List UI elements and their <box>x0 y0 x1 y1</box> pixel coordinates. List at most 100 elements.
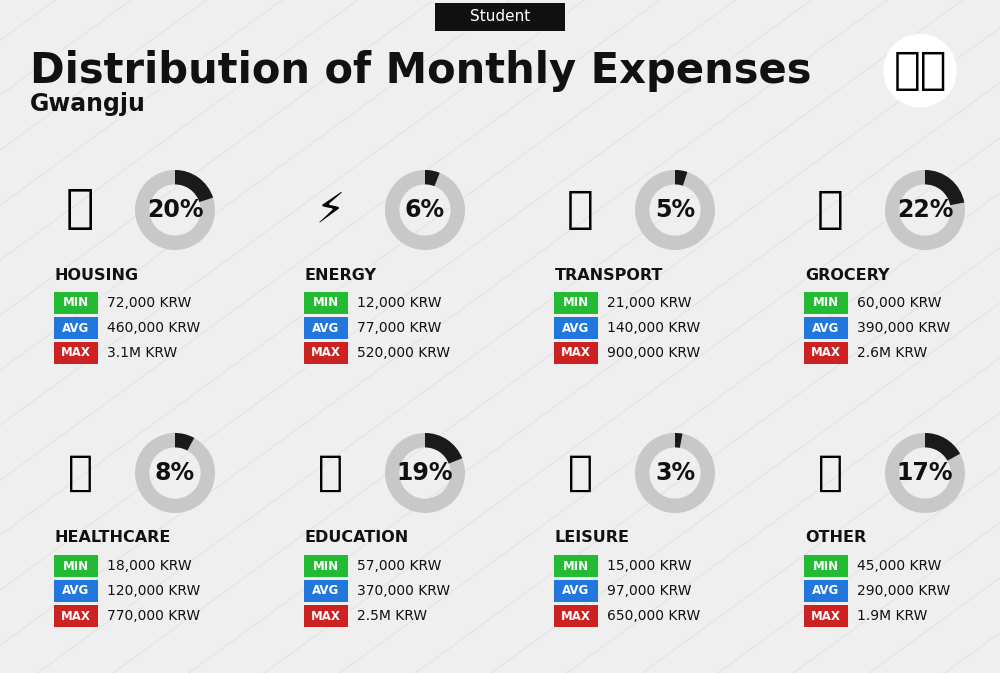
Text: MIN: MIN <box>563 297 589 310</box>
Text: EDUCATION: EDUCATION <box>305 530 409 546</box>
Text: 650,000 KRW: 650,000 KRW <box>607 609 700 623</box>
Wedge shape <box>675 433 682 448</box>
FancyBboxPatch shape <box>54 292 98 314</box>
Text: 19%: 19% <box>397 461 453 485</box>
Text: MIN: MIN <box>63 297 89 310</box>
Text: MIN: MIN <box>313 559 339 573</box>
Text: AVG: AVG <box>562 584 590 598</box>
Text: 770,000 KRW: 770,000 KRW <box>107 609 200 623</box>
FancyBboxPatch shape <box>304 605 348 627</box>
Text: 12,000 KRW: 12,000 KRW <box>357 296 442 310</box>
Text: MAX: MAX <box>811 347 841 359</box>
Text: AVG: AVG <box>62 584 90 598</box>
FancyBboxPatch shape <box>804 605 848 627</box>
Text: MAX: MAX <box>561 610 591 623</box>
Text: AVG: AVG <box>62 322 90 334</box>
Text: LEISURE: LEISURE <box>555 530 630 546</box>
Text: 8%: 8% <box>155 461 195 485</box>
Wedge shape <box>925 433 960 460</box>
Text: 2.5M KRW: 2.5M KRW <box>357 609 427 623</box>
FancyBboxPatch shape <box>54 605 98 627</box>
Text: MAX: MAX <box>61 347 91 359</box>
Text: 72,000 KRW: 72,000 KRW <box>107 296 191 310</box>
FancyBboxPatch shape <box>304 555 348 577</box>
Text: 390,000 KRW: 390,000 KRW <box>857 321 950 335</box>
Wedge shape <box>385 170 465 250</box>
Text: 18,000 KRW: 18,000 KRW <box>107 559 192 573</box>
FancyBboxPatch shape <box>554 555 598 577</box>
FancyBboxPatch shape <box>804 555 848 577</box>
Wedge shape <box>175 433 194 450</box>
Text: 3%: 3% <box>655 461 695 485</box>
Text: 57,000 KRW: 57,000 KRW <box>357 559 441 573</box>
Text: 🚌: 🚌 <box>567 188 593 232</box>
Text: 20%: 20% <box>147 198 203 222</box>
Text: 120,000 KRW: 120,000 KRW <box>107 584 200 598</box>
Text: MAX: MAX <box>311 610 341 623</box>
Text: MIN: MIN <box>813 559 839 573</box>
Wedge shape <box>135 170 215 250</box>
FancyBboxPatch shape <box>54 555 98 577</box>
Wedge shape <box>385 433 465 513</box>
Text: AVG: AVG <box>312 322 340 334</box>
Text: 15,000 KRW: 15,000 KRW <box>607 559 692 573</box>
Text: AVG: AVG <box>812 322 840 334</box>
FancyBboxPatch shape <box>54 342 98 364</box>
Text: 17%: 17% <box>897 461 953 485</box>
Text: 6%: 6% <box>405 198 445 222</box>
Text: 🏠: 🏠 <box>66 188 94 232</box>
Text: OTHER: OTHER <box>805 530 866 546</box>
Wedge shape <box>425 433 462 464</box>
Text: 2.6M KRW: 2.6M KRW <box>857 346 927 360</box>
Wedge shape <box>635 170 715 250</box>
Text: GROCERY: GROCERY <box>805 267 890 283</box>
Wedge shape <box>425 170 440 186</box>
Text: 1.9M KRW: 1.9M KRW <box>857 609 927 623</box>
Wedge shape <box>675 170 687 186</box>
Text: 60,000 KRW: 60,000 KRW <box>857 296 942 310</box>
FancyBboxPatch shape <box>804 317 848 339</box>
Text: Distribution of Monthly Expenses: Distribution of Monthly Expenses <box>30 50 812 92</box>
Text: MAX: MAX <box>811 610 841 623</box>
FancyBboxPatch shape <box>304 292 348 314</box>
Text: ⚡: ⚡ <box>315 189 345 231</box>
Circle shape <box>884 35 956 106</box>
Text: ENERGY: ENERGY <box>305 267 377 283</box>
Wedge shape <box>635 433 715 513</box>
Text: 520,000 KRW: 520,000 KRW <box>357 346 450 360</box>
FancyBboxPatch shape <box>435 3 565 31</box>
Wedge shape <box>175 170 213 202</box>
Text: 370,000 KRW: 370,000 KRW <box>357 584 450 598</box>
Wedge shape <box>885 433 965 513</box>
Text: Student: Student <box>470 9 530 24</box>
Text: MAX: MAX <box>61 610 91 623</box>
Circle shape <box>888 38 952 103</box>
FancyBboxPatch shape <box>804 580 848 602</box>
FancyBboxPatch shape <box>554 342 598 364</box>
FancyBboxPatch shape <box>54 317 98 339</box>
Text: MIN: MIN <box>63 559 89 573</box>
Text: 🎓: 🎓 <box>318 452 342 494</box>
Wedge shape <box>925 170 964 205</box>
FancyBboxPatch shape <box>304 580 348 602</box>
Text: 77,000 KRW: 77,000 KRW <box>357 321 441 335</box>
Text: TRANSPORT: TRANSPORT <box>555 267 663 283</box>
FancyBboxPatch shape <box>304 317 348 339</box>
Text: 🛒: 🛒 <box>817 188 843 232</box>
Text: HOUSING: HOUSING <box>55 267 139 283</box>
Text: 97,000 KRW: 97,000 KRW <box>607 584 692 598</box>
Text: MAX: MAX <box>311 347 341 359</box>
Text: 5%: 5% <box>655 198 695 222</box>
Text: MIN: MIN <box>813 297 839 310</box>
Text: 🛍: 🛍 <box>568 452 592 494</box>
Text: 290,000 KRW: 290,000 KRW <box>857 584 950 598</box>
Text: 900,000 KRW: 900,000 KRW <box>607 346 700 360</box>
FancyBboxPatch shape <box>554 317 598 339</box>
Text: 22%: 22% <box>897 198 953 222</box>
FancyBboxPatch shape <box>804 292 848 314</box>
Text: AVG: AVG <box>312 584 340 598</box>
Text: MIN: MIN <box>563 559 589 573</box>
FancyBboxPatch shape <box>554 605 598 627</box>
Text: 🏥: 🏥 <box>68 452 92 494</box>
FancyBboxPatch shape <box>554 580 598 602</box>
